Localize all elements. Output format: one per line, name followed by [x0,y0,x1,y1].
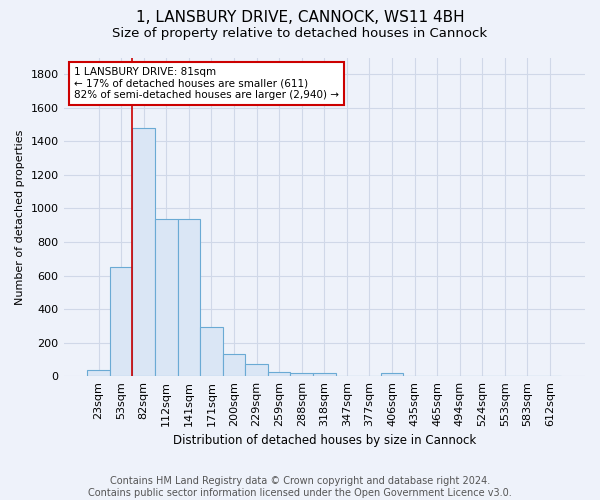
X-axis label: Distribution of detached houses by size in Cannock: Distribution of detached houses by size … [173,434,476,448]
Bar [110,267,133,376]
Text: Contains HM Land Registry data © Crown copyright and database right 2024.
Contai: Contains HM Land Registry data © Crown c… [88,476,512,498]
Bar [313,373,335,376]
Y-axis label: Number of detached properties: Number of detached properties [15,129,25,304]
Text: 1, LANSBURY DRIVE, CANNOCK, WS11 4BH: 1, LANSBURY DRIVE, CANNOCK, WS11 4BH [136,10,464,25]
Bar [133,128,155,376]
Text: Size of property relative to detached houses in Cannock: Size of property relative to detached ho… [112,28,488,40]
Bar [223,354,245,376]
Bar [290,373,313,376]
Bar [381,373,403,376]
Text: 1 LANSBURY DRIVE: 81sqm
← 17% of detached houses are smaller (611)
82% of semi-d: 1 LANSBURY DRIVE: 81sqm ← 17% of detache… [74,67,339,100]
Bar [87,370,110,376]
Bar [178,218,200,376]
Bar [155,218,178,376]
Bar [245,364,268,376]
Bar [200,326,223,376]
Bar [268,372,290,376]
